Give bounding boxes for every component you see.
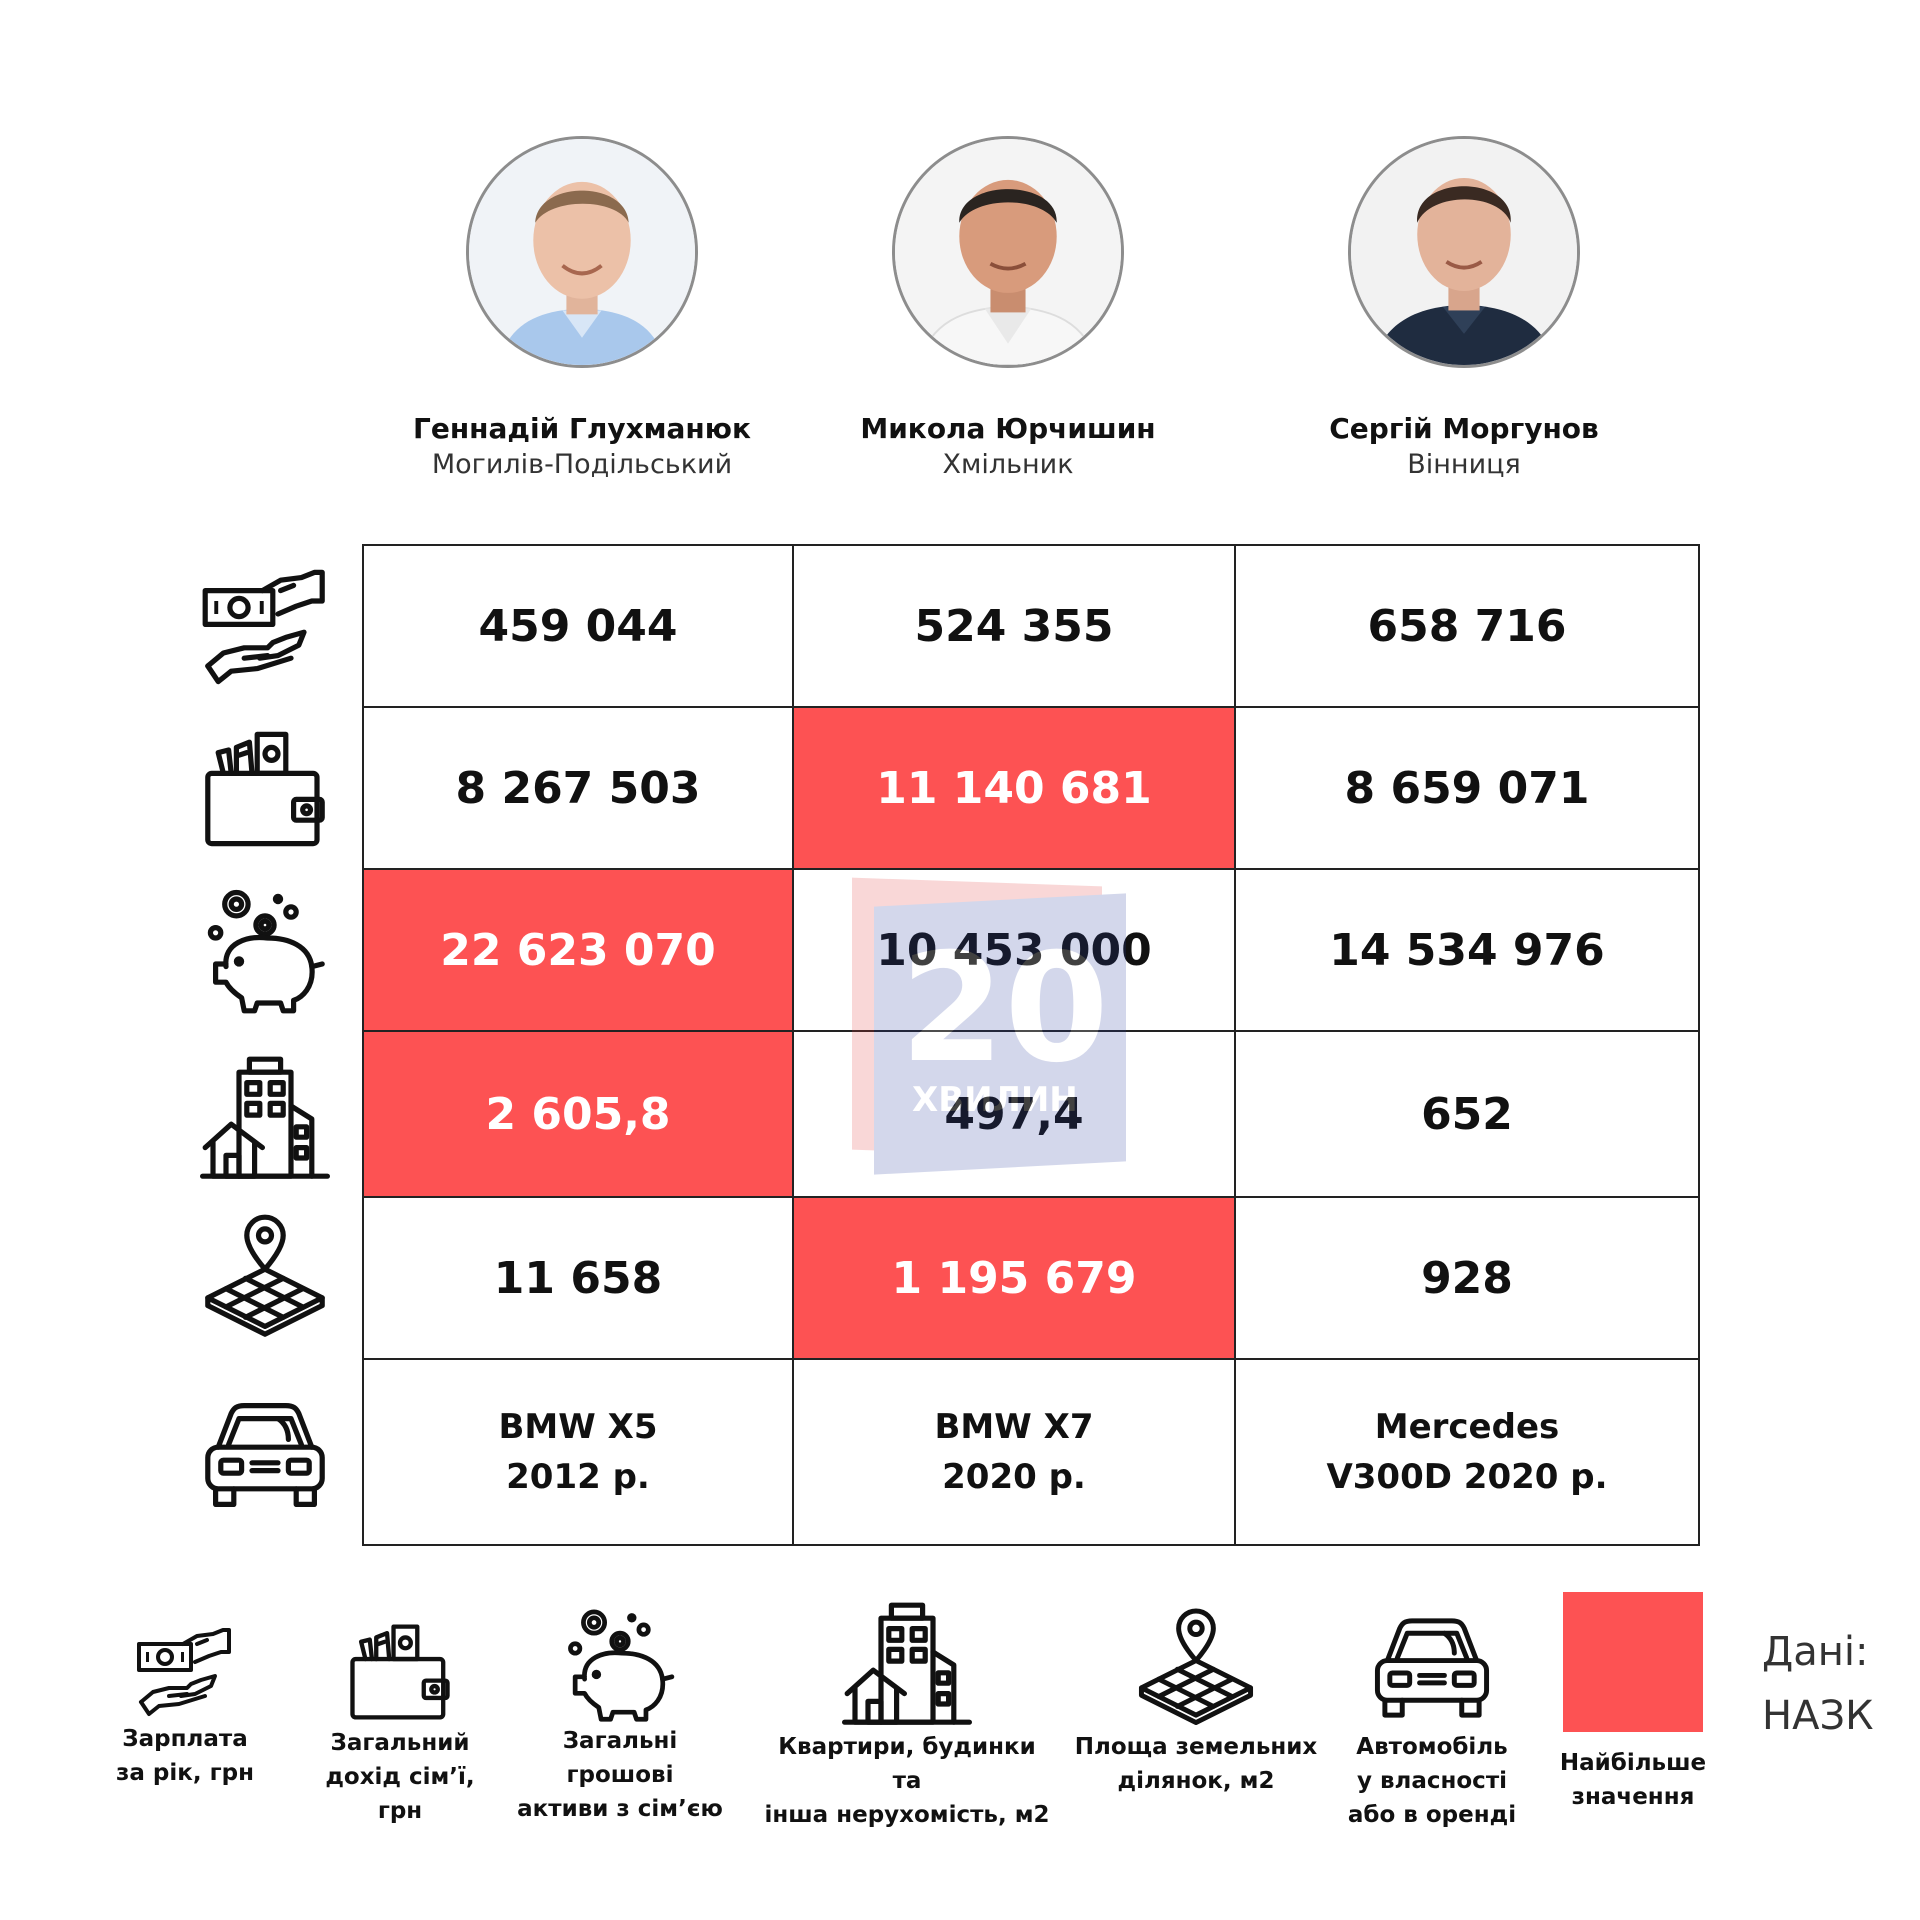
legend-salary: Зарплата за рік, грн [100, 1622, 270, 1790]
highlight-swatch [1563, 1592, 1703, 1732]
source-label: Дані: [1762, 1629, 1869, 1675]
table-cell: 8 267 503 [362, 706, 794, 870]
data-source: Дані: НАЗК [1762, 1620, 1873, 1748]
table-cell-car: BMW X7 2020 р. [792, 1358, 1236, 1546]
legend-label: Автомобіль [1356, 1734, 1508, 1760]
legend-label: дохід сім’ї, грн [325, 1764, 475, 1824]
legend-income: Загальний дохід сім’ї, грн [300, 1618, 500, 1828]
legend-label: Квартири, будинки та [778, 1734, 1036, 1794]
table-row: 22 623 070 10 453 000 14 534 976 [362, 868, 1700, 1032]
avatar [1348, 136, 1580, 368]
legend-max-value: Найбільше значення [1548, 1592, 1718, 1814]
legend-label: значення [1571, 1784, 1695, 1810]
legend-label: Загальні грошові [562, 1728, 678, 1788]
table-cell: 11 658 [362, 1196, 794, 1360]
table-cell: 14 534 976 [1234, 868, 1700, 1032]
table-row: 8 267 503 11 140 681 8 659 071 [362, 706, 1700, 870]
avatar [892, 136, 1124, 368]
salary-icon [200, 562, 330, 692]
table-row: 11 658 1 195 679 928 [362, 1196, 1700, 1360]
table-cell: 652 [1234, 1030, 1700, 1198]
table-cell-highlighted: 11 140 681 [792, 706, 1236, 870]
car-year: V300D 2020 р. [1326, 1457, 1608, 1497]
car-icon [200, 1390, 330, 1520]
person-name: Геннадій Глухманюк [412, 412, 751, 445]
table-cell: 10 453 000 [792, 868, 1236, 1032]
person-name: Сергій Моргунов [1329, 412, 1599, 445]
piggy-bank-icon [200, 886, 330, 1016]
table-cell: 658 716 [1234, 544, 1700, 708]
wallet-icon [346, 1618, 454, 1726]
legend-assets: Загальні грошові активи з сім’єю [508, 1606, 732, 1826]
table-cell: 497,4 [792, 1030, 1236, 1198]
table-row: 459 044 524 355 658 716 [362, 544, 1700, 708]
land-plot-icon [1134, 1606, 1258, 1730]
legend-realty: Квартири, будинки та інша нерухомість, м… [762, 1600, 1052, 1832]
table-cell-highlighted: 22 623 070 [362, 868, 794, 1032]
source-name: НАЗК [1762, 1693, 1874, 1739]
wallet-icon [200, 724, 330, 854]
person-name: Микола Юрчишин [860, 412, 1156, 445]
legend-label: інша нерухомість, м2 [764, 1802, 1050, 1828]
car-model: BMW X7 [934, 1407, 1094, 1447]
legend-label: Загальний [330, 1730, 470, 1756]
person-card-3: Сергій Моргунов Вінниця [1234, 136, 1694, 480]
legend-label: у власності [1356, 1768, 1508, 1794]
person-city: Вінниця [1407, 449, 1521, 480]
car-model: Mercedes [1374, 1407, 1560, 1447]
person-card-2: Микола Юрчишин Хмільник [778, 136, 1238, 480]
table-row: 2 605,8 497,4 652 [362, 1030, 1700, 1198]
table-cell-highlighted: 2 605,8 [362, 1030, 794, 1198]
car-year: 2020 р. [942, 1457, 1086, 1497]
land-plot-icon [200, 1212, 330, 1342]
person-card-1: Геннадій Глухманюк Могилів-Подільський [352, 136, 812, 480]
legend-car: Автомобіль у власності або в оренді [1346, 1606, 1518, 1832]
person-city: Могилів-Подільський [431, 449, 733, 480]
salary-icon [135, 1622, 235, 1722]
table-cell-car: BMW X5 2012 р. [362, 1358, 794, 1546]
table-cell: 928 [1234, 1196, 1700, 1360]
legend-land: Площа земельних ділянок, м2 [1074, 1606, 1318, 1798]
legend-label: ділянок, м2 [1117, 1768, 1275, 1794]
table-row: BMW X5 2012 р. BMW X7 2020 р. Mercedes V… [362, 1358, 1700, 1546]
table-cell: 8 659 071 [1234, 706, 1700, 870]
legend-label: Площа земельних [1074, 1734, 1318, 1760]
car-icon [1367, 1606, 1497, 1730]
legend-label: активи з сім’єю [517, 1796, 723, 1822]
table-cell-highlighted: 1 195 679 [792, 1196, 1236, 1360]
legend-label: за рік, грн [116, 1760, 254, 1786]
piggy-bank-icon [561, 1606, 679, 1724]
legend-label: або в оренді [1347, 1802, 1517, 1828]
buildings-icon [842, 1600, 972, 1730]
person-city: Хмільник [942, 449, 1074, 480]
car-year: 2012 р. [506, 1457, 650, 1497]
car-model: BMW X5 [498, 1407, 658, 1447]
legend-label: Найбільше [1559, 1750, 1707, 1776]
buildings-icon [200, 1054, 330, 1184]
avatar [466, 136, 698, 368]
legend-label: Зарплата [122, 1726, 248, 1752]
table-cell-car: Mercedes V300D 2020 р. [1234, 1358, 1700, 1546]
table-cell: 459 044 [362, 544, 794, 708]
table-cell: 524 355 [792, 544, 1236, 708]
comparison-table: 459 044 524 355 658 716 8 267 503 11 140… [362, 544, 1700, 1546]
